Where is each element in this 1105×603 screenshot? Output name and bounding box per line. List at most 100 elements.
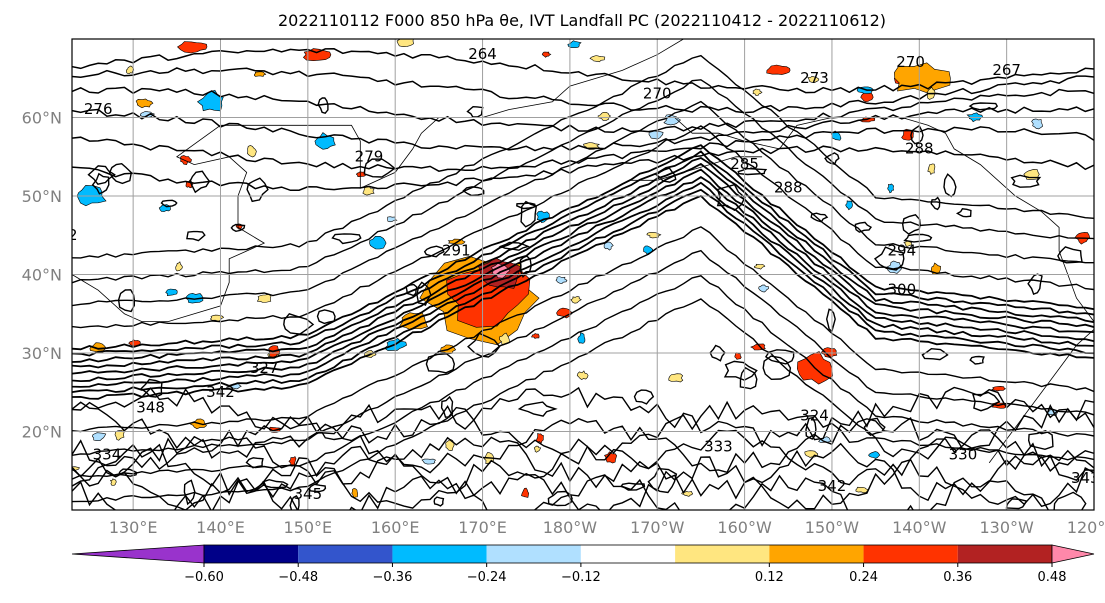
pc-small-patch <box>597 112 611 121</box>
lon-tick-label: 120°W <box>1067 518 1105 537</box>
lon-tick-label: 140°W <box>892 518 947 537</box>
contour-line <box>72 168 1094 375</box>
contour-label: 273 <box>800 69 829 87</box>
colorbar-box <box>957 545 1052 563</box>
pc-small-patch <box>570 296 582 304</box>
figure-title: 2022110112 F000 850 hPa θe, IVT Landfall… <box>278 11 886 30</box>
contour-cell <box>108 162 133 185</box>
contour-cell <box>183 479 196 506</box>
pc-small-patch <box>990 385 1007 392</box>
lon-tick-label: 180°W <box>543 518 598 537</box>
pc-small-patch <box>362 186 375 196</box>
pc-small-patch <box>179 155 192 166</box>
pc-small-patch <box>396 39 414 48</box>
contour-cell <box>921 347 949 361</box>
contour-line <box>72 100 1094 307</box>
contour-cell <box>117 289 135 313</box>
contour-label: 345 <box>294 485 323 503</box>
contour-cell <box>245 457 264 469</box>
contour-cell <box>416 281 432 307</box>
colorbar-box <box>204 545 299 563</box>
contour-label: 348 <box>136 398 165 416</box>
contour-label: 267 <box>992 61 1021 79</box>
contour-line <box>72 125 1094 329</box>
lon-tick-label: 160°E <box>371 518 420 537</box>
contour-cell <box>230 223 246 233</box>
contour-cell <box>246 177 269 203</box>
contour-line <box>72 150 1094 357</box>
pc-small-patch <box>555 276 568 284</box>
lon-tick-label: 130°W <box>979 518 1034 537</box>
contour-label: 279 <box>355 147 384 165</box>
contour-line <box>72 157 1094 363</box>
contour-cell <box>91 172 110 195</box>
colorbar-tick-label: 0.24 <box>849 570 878 585</box>
pc-positive-patch <box>177 41 208 54</box>
contour-line <box>72 67 1094 114</box>
contour-cell <box>189 170 211 194</box>
pc-negative-patch <box>369 236 387 250</box>
contour-cell <box>498 241 531 251</box>
pc-small-patch <box>110 478 117 486</box>
pc-small-patch <box>752 88 763 96</box>
pc-small-patch <box>556 307 573 319</box>
contour-line <box>72 162 1094 369</box>
contour-line <box>72 226 1094 433</box>
pc-small-patch <box>253 71 267 77</box>
contour-cell <box>633 389 655 405</box>
colorbar-tick-label: 0.48 <box>1038 570 1067 585</box>
colorbar-box <box>769 545 864 563</box>
pc-small-patch <box>1031 118 1044 130</box>
contour-label: 288 <box>905 139 934 157</box>
lat-tick-label: 30°N <box>22 344 62 363</box>
contour-cell <box>262 478 289 489</box>
contour-line <box>72 275 1094 480</box>
lon-tick-label: 140°E <box>196 518 245 537</box>
pc-small-patch <box>521 487 530 498</box>
contour-cell <box>405 283 418 297</box>
contour-label: 294 <box>888 241 917 259</box>
contour-line <box>72 54 1094 259</box>
contour-label: 270 <box>643 84 672 102</box>
colorbar-box <box>863 545 958 563</box>
pc-small-patch <box>135 98 154 109</box>
colorbar-tick-label: 0.36 <box>943 570 972 585</box>
contour-label: 343 <box>1071 469 1100 487</box>
contour-cell <box>423 245 445 258</box>
colorbar-box <box>298 545 393 563</box>
contour-cell <box>901 214 921 235</box>
contour-line <box>72 429 1094 489</box>
colorbar-tick-label: −0.12 <box>561 570 601 585</box>
contour-label: 342 <box>818 477 847 495</box>
pc-small-patch <box>533 445 542 453</box>
pc-small-patch <box>535 432 544 445</box>
contour-label: 276 <box>84 100 113 118</box>
contour-label: 270 <box>896 53 925 71</box>
contour-line <box>72 386 1094 447</box>
longitude-ticks: 130°E 140°E 150°E 160°E 170°E 180°W 170°W 160°W… <box>109 518 1105 537</box>
colorbar-box <box>486 545 581 563</box>
contour-cell <box>1010 174 1042 188</box>
contour-cell <box>331 233 362 245</box>
colorbar-box <box>580 545 676 563</box>
pc-small-patch <box>387 216 398 223</box>
aleutian-coastline <box>631 156 763 181</box>
lat-tick-label: 20°N <box>22 423 62 442</box>
contour-line <box>72 415 1094 474</box>
contour-cell <box>466 105 484 118</box>
contour-label: 342 <box>206 383 235 401</box>
contour-cell <box>873 246 905 271</box>
contour-line <box>72 48 1094 94</box>
contour-cell <box>955 208 972 218</box>
contour-label: 333 <box>704 438 733 456</box>
contour-cell <box>140 378 163 398</box>
contour-cell <box>737 167 768 176</box>
contour-label: 264 <box>468 45 497 63</box>
contour-cell <box>462 186 485 197</box>
contour-label: 288 <box>774 179 803 197</box>
pc-small-patch <box>114 429 125 441</box>
contour-cell <box>118 468 138 477</box>
contour-line <box>72 456 1094 510</box>
contour-line <box>72 188 1094 394</box>
pc-small-patch <box>165 288 178 297</box>
